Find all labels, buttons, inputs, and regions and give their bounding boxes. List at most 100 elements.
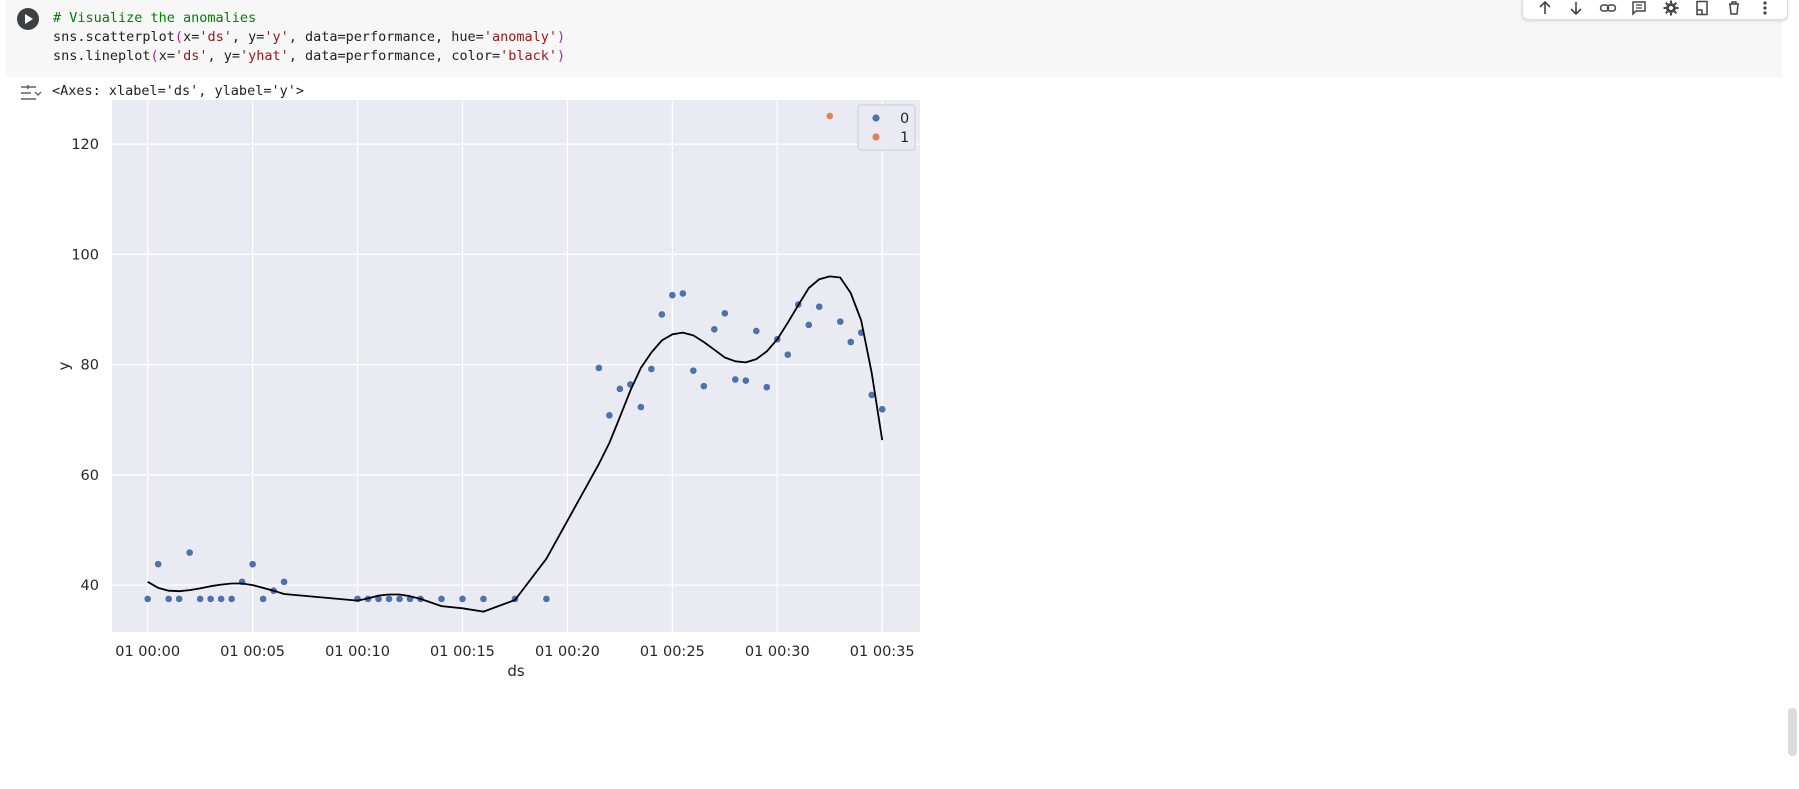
code-paren: ) — [557, 48, 566, 64]
code-line-3: sns.lineplot(x='ds', y='yhat', data=perf… — [53, 48, 565, 64]
output-options-icon[interactable] — [18, 82, 42, 104]
x-tick-label: 01 00:25 — [640, 644, 705, 660]
yhat-line — [147, 275, 884, 613]
scatter-point-hue-0 — [752, 327, 761, 335]
legend: 01 — [857, 104, 916, 151]
code-string: 'black' — [500, 48, 557, 64]
code-paren: ) — [556, 29, 566, 45]
y-tick-label: 120 — [71, 137, 99, 153]
scatter-point-hue-0 — [458, 595, 467, 603]
scatter-point-hue-0 — [437, 595, 446, 603]
code-arg: , y= — [231, 29, 265, 45]
scatter-point-hue-0 — [196, 595, 204, 603]
y-tick-label: 100 — [71, 247, 99, 263]
scatter-point-hue-0 — [542, 595, 551, 603]
more-vert-icon[interactable] — [1755, 0, 1775, 18]
x-tick-label: 01 00:15 — [430, 644, 495, 660]
link-icon[interactable] — [1598, 0, 1618, 18]
code-paren: ( — [150, 48, 159, 64]
code-string: 'ds' — [174, 48, 208, 64]
arrow-up-icon[interactable] — [1535, 0, 1555, 18]
code-string: 'y' — [264, 29, 289, 45]
notebook-cell: # Visualize the anomalies sns.scatterplo… — [6, 0, 1788, 789]
x-axis-label: ds — [507, 662, 525, 680]
scatter-point-hue-0 — [395, 595, 404, 603]
scatter-point-hue-0 — [689, 366, 698, 375]
run-cell-button[interactable] — [17, 8, 39, 30]
scatter-point-hue-1 — [825, 112, 834, 120]
scatter-point-hue-0 — [154, 560, 163, 569]
scatter-point-hue-0 — [479, 595, 488, 603]
scatter-point-hue-0 — [605, 411, 614, 420]
y-tick-label: 40 — [81, 578, 99, 594]
scatter-point-hue-0 — [637, 403, 645, 411]
x-tick-label: 01 00:10 — [325, 644, 390, 660]
x-tick-label: 01 00:35 — [850, 644, 915, 660]
scatter-point-hue-0 — [720, 309, 729, 318]
code-line-2: sns.scatterplot(x='ds', y='y', data=perf… — [53, 29, 565, 45]
code-arg: , y= — [207, 48, 240, 64]
scatter-point-hue-0 — [658, 310, 666, 319]
scatter-point-hue-0 — [595, 364, 603, 372]
scatter-point-hue-0 — [815, 302, 824, 311]
legend-box — [857, 104, 916, 151]
y-axis-label: y — [55, 361, 73, 370]
code-arg: , data=performance, color= — [288, 48, 501, 64]
x-tick-label: 01 00:05 — [220, 644, 285, 660]
legend-label: 0 — [900, 111, 909, 127]
scatter-point-hue-0 — [175, 595, 184, 603]
code-text[interactable]: # Visualize the anomalies sns.scatterplo… — [53, 9, 565, 66]
code-comment: # Visualize the anomalies — [53, 10, 257, 26]
scatter-point-hue-0 — [846, 338, 855, 346]
x-tick-label: 01 00:20 — [535, 644, 600, 660]
code-string: 'anomaly' — [483, 29, 557, 45]
scatter-point-hue-0 — [227, 595, 236, 603]
scatter-point-hue-0 — [741, 376, 750, 385]
scatter-point-hue-0 — [699, 382, 708, 390]
scatter-point-hue-0 — [878, 405, 887, 414]
scatter-point-hue-0 — [217, 595, 225, 603]
code-string: 'yhat' — [239, 48, 289, 64]
legend-marker-0 — [872, 114, 880, 122]
scatter-point-hue-0 — [762, 383, 771, 392]
play-icon — [25, 14, 33, 24]
code-paren: ( — [174, 29, 184, 45]
x-tick-label: 01 00:30 — [745, 644, 810, 660]
scatter-point-hue-0 — [616, 385, 624, 393]
code-fn: sns.scatterplot — [53, 29, 175, 45]
scatter-point-hue-0 — [710, 325, 719, 334]
code-editor[interactable]: # Visualize the anomalies sns.scatterplo… — [6, 0, 1782, 77]
scatter-point-hue-0 — [385, 595, 393, 603]
cell-toolbar — [1522, 0, 1788, 20]
scatter-point-hue-0 — [836, 317, 845, 326]
code-string: 'ds' — [199, 29, 232, 45]
scatter-point-hue-0 — [206, 595, 215, 603]
scatter-point-hue-0 — [783, 350, 792, 359]
scatter-point-hue-0 — [668, 291, 677, 300]
legend-label: 1 — [900, 130, 909, 146]
page-scrollbar[interactable] — [1788, 708, 1797, 756]
y-tick-label: 60 — [81, 468, 99, 484]
scatter-point-hue-0 — [185, 548, 194, 557]
mirror-cell-icon[interactable] — [1692, 0, 1712, 18]
scatter-point-hue-0 — [647, 365, 656, 373]
scatter-point-hue-0 — [804, 321, 813, 329]
code-arg: x= — [183, 29, 200, 45]
comment-icon[interactable] — [1629, 0, 1649, 18]
output-repr-text: <Axes: xlabel='ds', ylabel='y'> — [52, 83, 304, 99]
trash-icon[interactable] — [1724, 0, 1744, 18]
arrow-down-icon[interactable] — [1566, 0, 1586, 18]
gear-icon[interactable] — [1661, 0, 1681, 18]
y-tick-label: 80 — [81, 358, 99, 374]
code-arg: x= — [158, 48, 175, 64]
scatter-point-hue-0 — [164, 595, 173, 603]
scatter-point-hue-0 — [678, 289, 687, 298]
scatter-point-hue-0 — [259, 595, 267, 603]
scatter-point-hue-0 — [280, 577, 288, 586]
anomaly-chart: 01 00:00 01 00:05 01 00:10 01 00:15 01 00:20… — [55, 100, 920, 680]
scatter-point-hue-0 — [248, 560, 257, 569]
code-arg: , data=performance, hue= — [288, 29, 484, 45]
legend-marker-1 — [872, 133, 880, 141]
code-fn: sns.lineplot — [53, 48, 151, 64]
x-tick-label: 01 00:00 — [115, 644, 180, 660]
